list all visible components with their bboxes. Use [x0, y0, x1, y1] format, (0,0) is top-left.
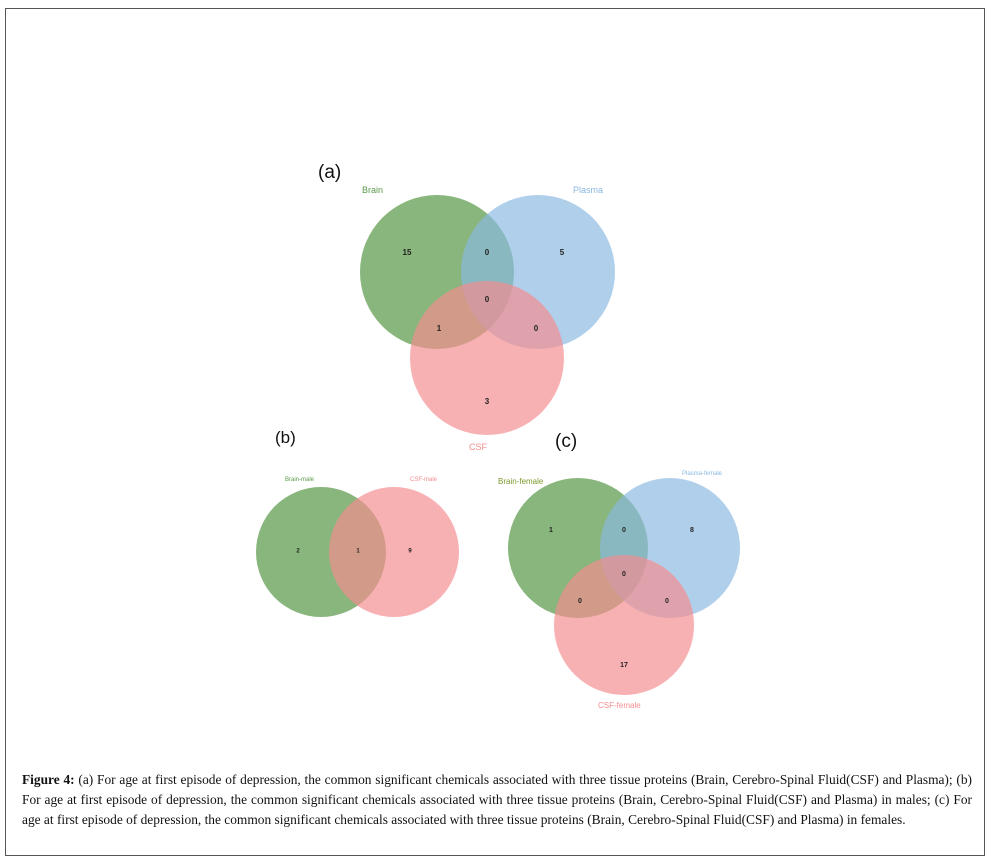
venn-panel-c: (c) Brain-female Plasma-female CSF-femal… — [498, 431, 740, 710]
csf-female-set-label: CSF-female — [598, 701, 641, 710]
csf-female-set-circle — [554, 555, 694, 695]
count-all-three: 0 — [485, 295, 490, 304]
count-csf-female-only: 17 — [620, 662, 628, 669]
brain-male-set-label: Brain-male — [285, 477, 315, 483]
panel-c-label: (c) — [555, 431, 577, 452]
count-brain-only: 15 — [403, 248, 412, 257]
figure-caption: Figure 4: (a) For age at first episode o… — [22, 770, 972, 830]
count-brain-female-only: 1 — [549, 527, 553, 534]
csf-male-set-label: CSF-male — [410, 477, 438, 483]
count-brain-plasma-female: 0 — [622, 527, 626, 534]
caption-label: Figure 4: — [22, 772, 75, 787]
brain-female-set-label: Brain-female — [498, 477, 544, 486]
count-brain-male-only: 2 — [296, 549, 300, 555]
venn-panel-b: (b) Brain-male CSF-male 2 1 9 — [256, 428, 459, 617]
count-csf-male-only: 9 — [408, 549, 412, 555]
panel-a-label: (a) — [318, 162, 341, 183]
count-brain-csf-female: 0 — [578, 598, 582, 605]
plasma-set-label: Plasma — [573, 185, 603, 195]
count-plasma-only: 5 — [560, 248, 565, 257]
brain-set-label: Brain — [362, 185, 383, 195]
caption-text: (a) For age at first episode of depressi… — [22, 772, 972, 827]
count-brain-plasma: 0 — [485, 248, 490, 257]
csf-set-circle — [410, 281, 564, 435]
venn-panel-a: (a) Brain Plasma CSF 15 0 5 0 1 0 3 — [318, 162, 615, 452]
count-brain-csf: 1 — [437, 324, 442, 333]
csf-set-label: CSF — [469, 442, 488, 452]
csf-male-set-circle — [329, 487, 459, 617]
count-brain-csf-male: 1 — [356, 549, 360, 555]
count-all-three-female: 0 — [622, 571, 626, 578]
plasma-female-set-label: Plasma-female — [682, 471, 723, 477]
panel-b-label: (b) — [275, 428, 296, 447]
count-plasma-csf-female: 0 — [665, 598, 669, 605]
count-plasma-female-only: 8 — [690, 527, 694, 534]
count-plasma-csf: 0 — [534, 324, 539, 333]
count-csf-only: 3 — [485, 397, 490, 406]
